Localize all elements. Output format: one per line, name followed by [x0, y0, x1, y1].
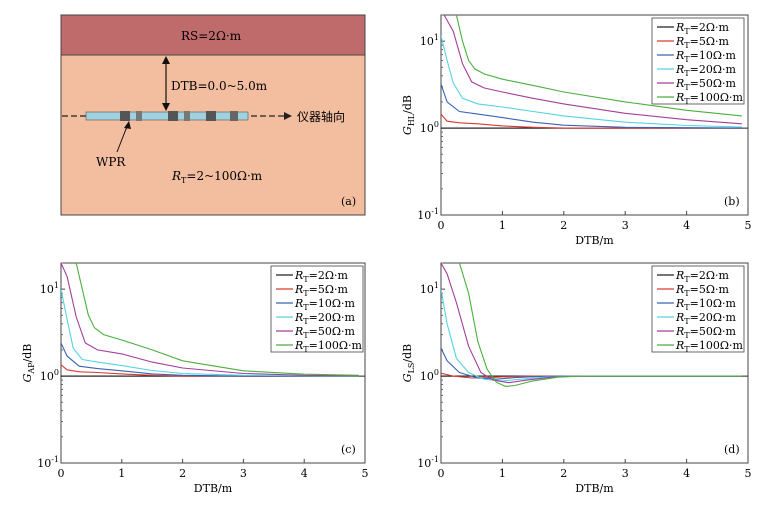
- y-tick-label: 10-1: [37, 455, 59, 470]
- x-tick-label: 0: [438, 219, 445, 232]
- x-tick-label: 4: [683, 467, 690, 480]
- legend-entry: RT=20Ω·m: [675, 63, 736, 78]
- y-tick-label: 100: [420, 368, 439, 383]
- rt-range-label: RT=2~100Ω·m: [171, 169, 263, 185]
- legend-entry: RT=50Ω·m: [675, 325, 736, 340]
- series-group: [61, 263, 359, 377]
- legend-box: [651, 17, 745, 105]
- x-axis-label: DTB/m: [194, 482, 233, 495]
- legend-entry: RT=100Ω·m: [675, 339, 743, 354]
- x-tick-label: 5: [745, 467, 752, 480]
- series-line: [61, 342, 359, 377]
- plot-frame: [440, 262, 749, 464]
- legend-entry: RT=2Ω·m: [675, 269, 729, 284]
- y-tick-label: 10-1: [417, 455, 439, 470]
- legend-box: [651, 265, 745, 353]
- panel-tag: (b): [724, 195, 740, 208]
- x-tick-label: 0: [438, 467, 445, 480]
- chart-panel-b: 0 1 2 3 4 510110010-1DTB/mGHL/dB(b)RT=2Ω·mRT=…: [401, 14, 752, 247]
- legend-entry: RT=50Ω·m: [294, 325, 355, 340]
- x-tick-label: 3: [622, 467, 629, 480]
- legend-entry: RT=10Ω·m: [675, 297, 736, 312]
- x-tick-label: 4: [301, 467, 308, 480]
- legend-entry: RT=50Ω·m: [675, 77, 736, 92]
- chart-panel-c: 0 1 2 3 4 510110010-1DTB/mGAP/dB(c)RT=2Ω·mRT=…: [21, 262, 369, 495]
- series-group: [441, 263, 742, 387]
- series-group: [441, 15, 742, 129]
- series-line: [441, 35, 742, 128]
- legend-entry: RT=5Ω·m: [675, 35, 729, 50]
- dtb-label: DTB=0.0~5.0m: [171, 79, 268, 93]
- x-tick-label: 3: [240, 467, 247, 480]
- x-axis-label: DTB/m: [575, 482, 614, 495]
- legend-entry: RT=20Ω·m: [294, 311, 355, 326]
- x-tick-label: 1: [499, 219, 506, 232]
- legend-entry: RT=2Ω·m: [294, 269, 348, 284]
- x-tick-label: 5: [745, 219, 752, 232]
- legend-entry: RT=20Ω·m: [675, 311, 736, 326]
- y-tick-label: 100: [420, 120, 439, 135]
- series-line: [455, 15, 742, 117]
- instrument-axis-arrow-icon: [284, 112, 292, 120]
- legend-entry: RT=100Ω·m: [294, 339, 362, 354]
- top-layer: [60, 14, 366, 56]
- series-line: [458, 263, 742, 387]
- legend-box: [270, 265, 364, 353]
- legend-entry: RT=10Ω·m: [294, 297, 355, 312]
- panel-tag: (c): [341, 443, 356, 456]
- bottom-layer: [60, 54, 366, 216]
- x-axis-label: DTB/m: [575, 234, 614, 247]
- x-tick-label: 2: [179, 467, 186, 480]
- y-tick-label: 101: [420, 281, 439, 296]
- y-tick-label: 10-1: [417, 207, 439, 222]
- chart-panel-d: 0 1 2 3 4 510110010-1DTB/mGLS/dB(d)RT=2Ω·mRT=…: [401, 262, 752, 495]
- legend: RT=2Ω·mRT=5Ω·mRT=10Ω·mRT=20Ω·mRT=50Ω·mRT…: [651, 265, 745, 354]
- legend-entry: RT=100Ω·m: [675, 91, 743, 106]
- y-axis-label: GAP/dB: [21, 344, 36, 383]
- legend: RT=2Ω·mRT=5Ω·mRT=10Ω·mRT=20Ω·mRT=50Ω·mRT…: [270, 265, 364, 354]
- y-tick-label: 101: [40, 281, 59, 296]
- panel-tag: (d): [724, 443, 740, 456]
- y-tick-label: 100: [40, 368, 59, 383]
- dtb-arrow-head-up: [162, 56, 170, 64]
- series-line: [441, 84, 742, 129]
- legend-entry: RT=10Ω·m: [675, 49, 736, 64]
- series-line: [441, 347, 742, 380]
- series-line: [61, 263, 359, 377]
- dtb-arrow-head-down: [162, 103, 170, 111]
- x-tick-label: 1: [118, 467, 125, 480]
- x-tick-label: 0: [58, 467, 65, 480]
- wpr-label: WPR: [96, 155, 126, 169]
- y-axis-label: GHL/dB: [401, 95, 416, 135]
- legend-entry: RT=5Ω·m: [294, 283, 348, 298]
- series-line: [61, 289, 359, 377]
- plot-frame: [60, 262, 366, 464]
- wpr-tool-icon: [85, 111, 249, 121]
- series-line: [443, 15, 742, 125]
- x-tick-label: 2: [560, 219, 567, 232]
- x-tick-label: 4: [683, 219, 690, 232]
- series-line: [441, 113, 742, 129]
- x-tick-label: 1: [499, 467, 506, 480]
- instrument-axis-label: 仪器轴向: [297, 109, 345, 124]
- legend: RT=2Ω·mRT=5Ω·mRT=10Ω·mRT=20Ω·mRT=50Ω·mRT…: [651, 17, 745, 106]
- legend-entry: RT=5Ω·m: [675, 283, 729, 298]
- panel-tag-a: (a): [341, 195, 356, 208]
- x-tick-label: 2: [560, 467, 567, 480]
- plot-frame: [440, 14, 749, 216]
- y-axis-label: GLS/dB: [401, 344, 416, 382]
- x-tick-label: 3: [622, 219, 629, 232]
- series-line: [75, 263, 359, 376]
- formation-diagram: RS=2Ω·m DTB=0.0~5.0m 仪器轴向 WPR RT=2~100Ω·…: [60, 14, 366, 216]
- wpr-pointer-head: [124, 121, 131, 129]
- legend-entry: RT=2Ω·m: [675, 21, 729, 36]
- wpr-pointer: [116, 123, 129, 153]
- top-layer-label: RS=2Ω·m: [181, 29, 242, 43]
- y-tick-label: 101: [420, 33, 439, 48]
- x-tick-label: 5: [362, 467, 369, 480]
